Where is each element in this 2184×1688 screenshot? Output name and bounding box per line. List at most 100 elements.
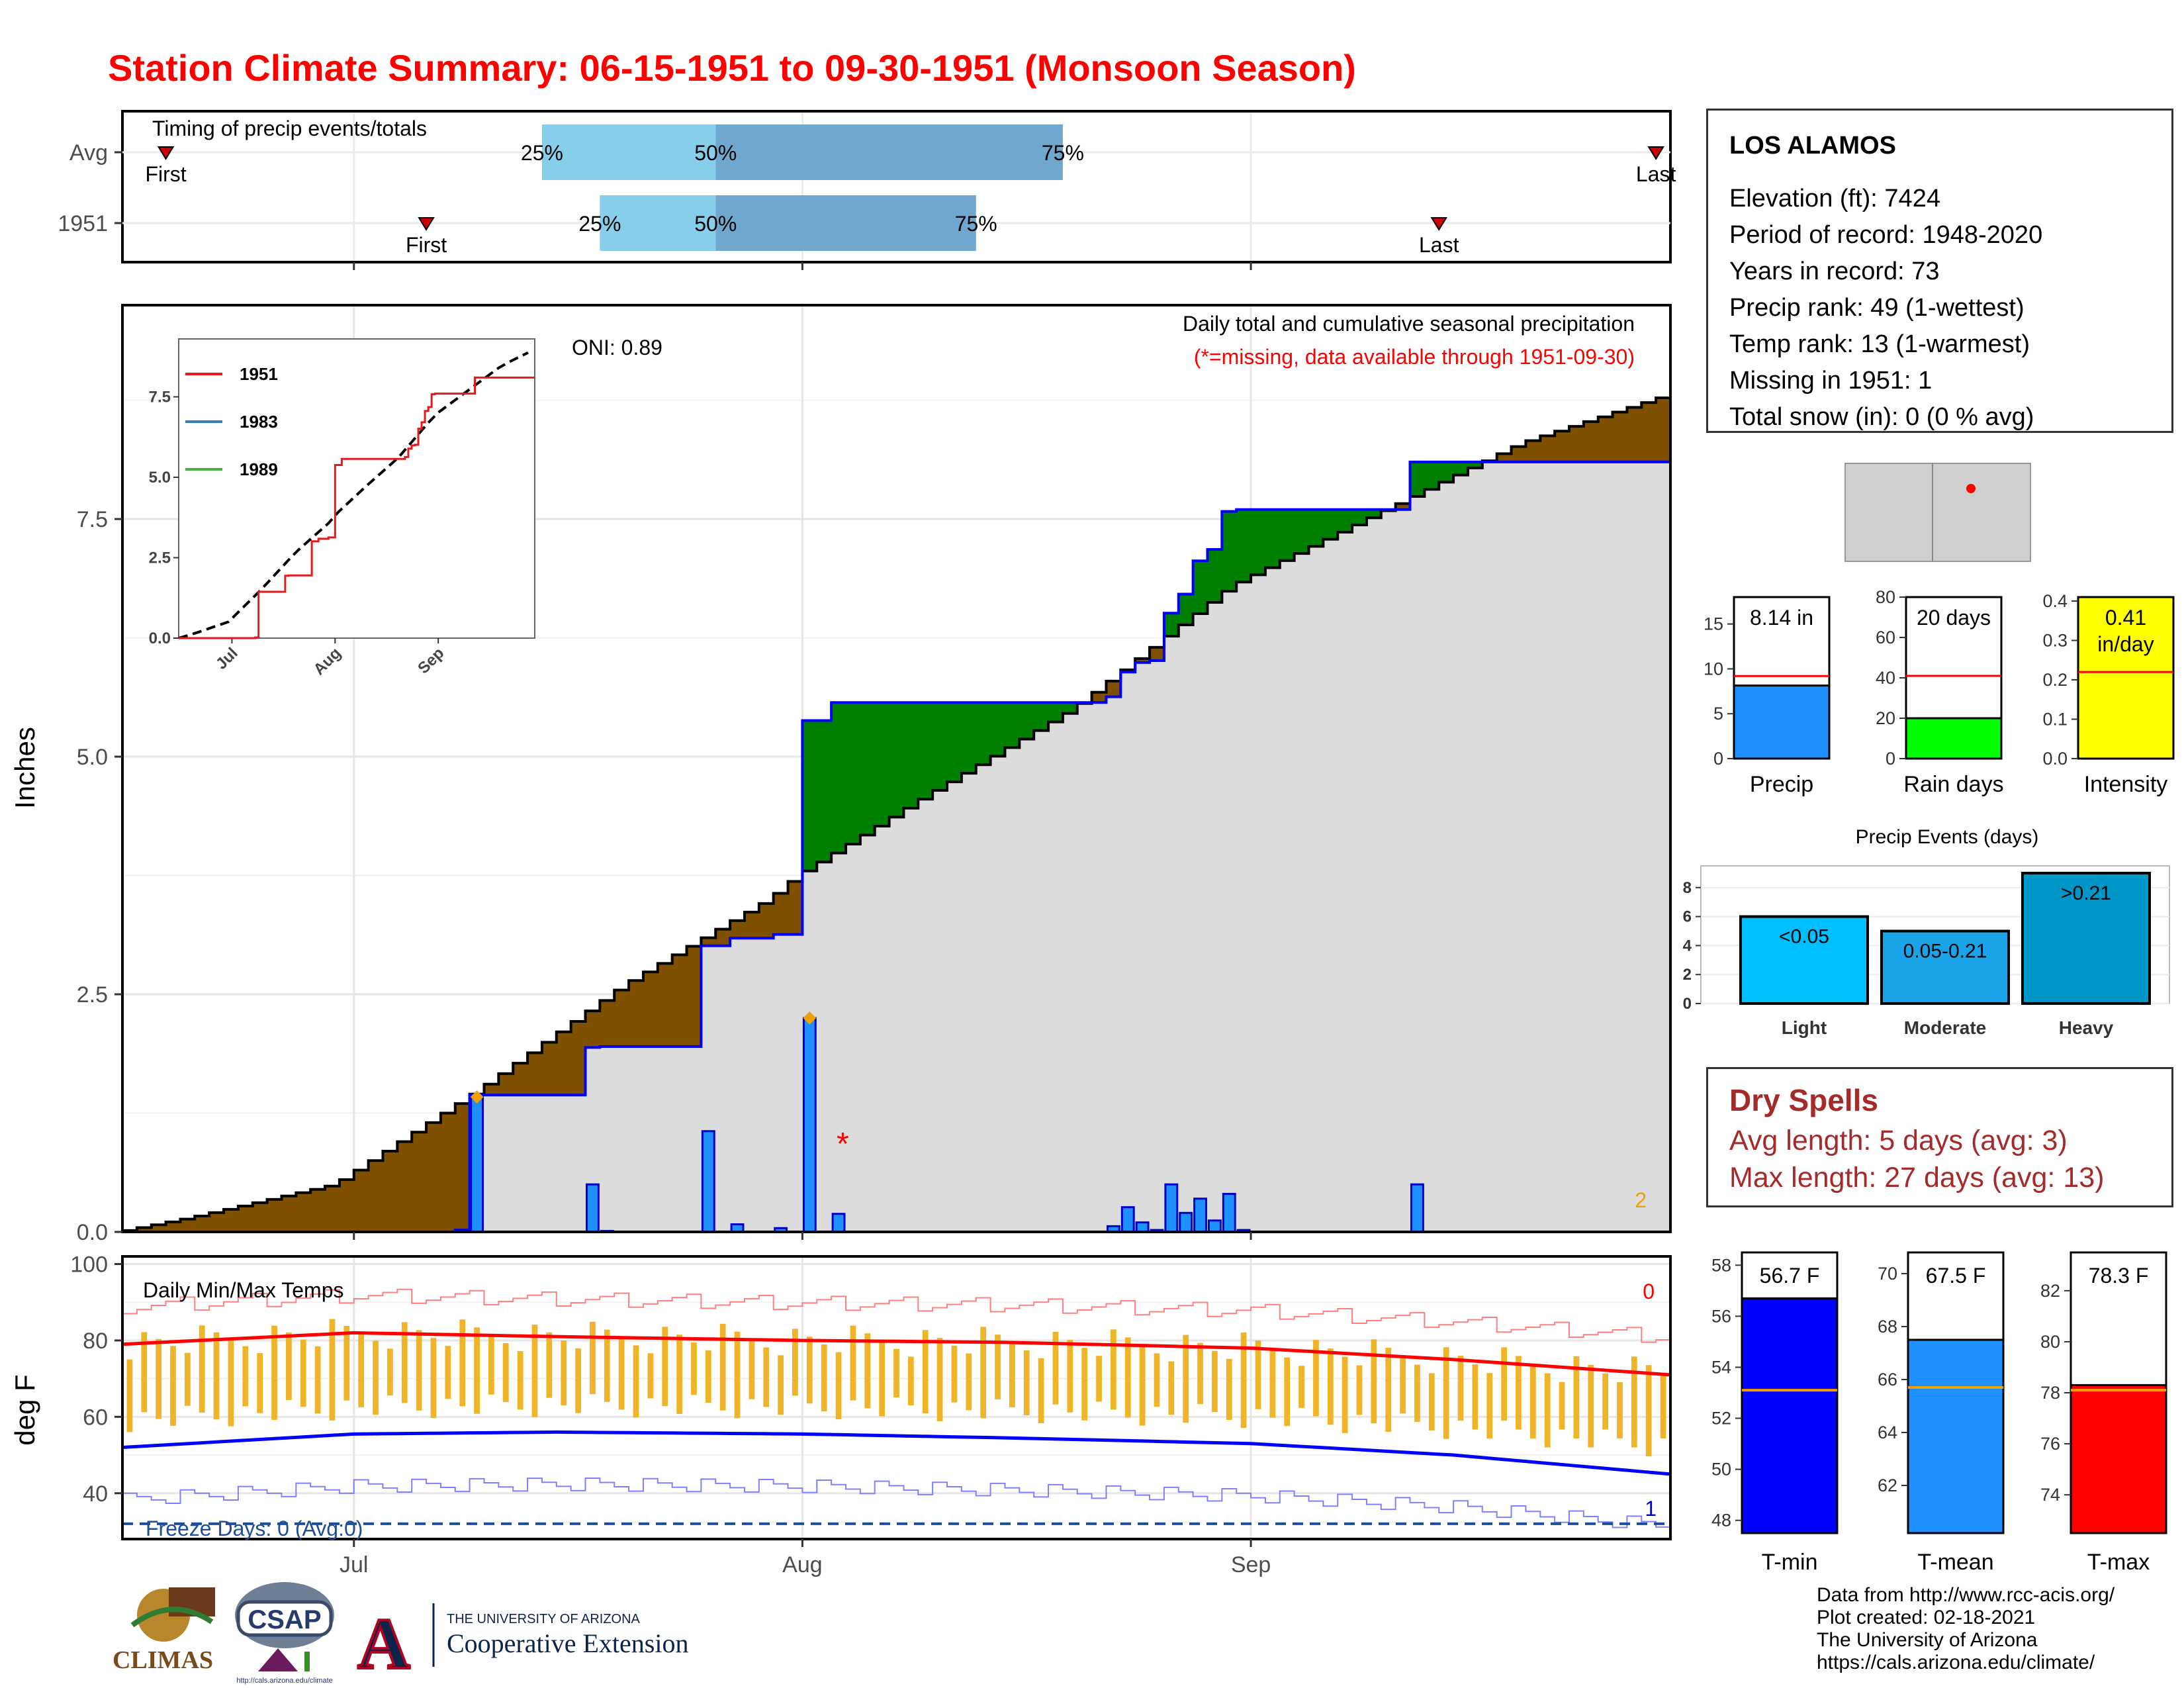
- precip-ytick-label: 5.0: [77, 745, 108, 770]
- summary-ytick-label: 0.0: [2042, 749, 2068, 769]
- timing-title: Timing of precip events/totals: [152, 117, 427, 140]
- cum-fill-day: [498, 1095, 514, 1232]
- precip-events-panel: Precip Events (days) 0 2 4 6 8 <0.05 Light 0.05…: [1683, 826, 2170, 1038]
- daily-temp-range-bar: [1443, 1347, 1449, 1439]
- daily-temp-range-bar: [936, 1338, 943, 1421]
- csap-url: http://cals.arizona.edu/climate: [236, 1677, 333, 1685]
- precip-events-title: Precip Events (days): [1856, 826, 2039, 848]
- cum-fill-day: [730, 938, 745, 1232]
- daily-temp-range-bar: [1154, 1353, 1160, 1407]
- timing-quantile-label: 50%: [694, 212, 737, 236]
- daily-temp-range-bar: [835, 1352, 842, 1420]
- credits-plot-date: Plot created: 02-18-2021: [1817, 1607, 2036, 1628]
- timing-row-label: 1951: [58, 211, 108, 236]
- dry-spells-title: Dry Spells: [1729, 1083, 1878, 1117]
- temp-summary-ytick-label: 50: [1711, 1460, 1731, 1479]
- daily-temp-range-bar: [329, 1319, 336, 1421]
- daily-temp-range-bar: [184, 1352, 191, 1406]
- precip-layer: [122, 397, 1671, 1233]
- temp-grid: [122, 1256, 1670, 1539]
- cum-fill-day: [1511, 461, 1527, 1232]
- below-avg-area: [383, 1150, 398, 1232]
- cum-fill-day: [1308, 546, 1324, 1233]
- cum-fill-day: [889, 817, 905, 1232]
- daily-temp-range-bar: [1428, 1373, 1435, 1430]
- summary-ytick-label: 40: [1876, 668, 1895, 688]
- cum-fill-day: [1150, 661, 1165, 1232]
- climas-logo: CLIMAS: [113, 1587, 215, 1674]
- inset-ytick-label: 7.5: [149, 388, 171, 406]
- above-avg-area: [903, 702, 919, 808]
- daily-temp-range-bar: [691, 1342, 697, 1395]
- daily-precip-bar: [1410, 1183, 1424, 1233]
- summary-ytick-label: 0.3: [2042, 630, 2068, 650]
- ua-line1: THE UNIVERSITY OF ARIZONA: [447, 1612, 641, 1626]
- daily-temp-range-bar: [893, 1348, 899, 1398]
- daily-temp-range-bar: [1356, 1365, 1363, 1415]
- temp-summary-ytick-label: 80: [2040, 1332, 2060, 1352]
- cum-fill-day: [773, 934, 789, 1232]
- cum-fill-day: [600, 1047, 615, 1232]
- cum-fill-day: [1236, 582, 1251, 1232]
- timing-last-label: Last: [1419, 233, 1459, 257]
- daily-temp-range-bar: [1342, 1356, 1348, 1434]
- summary-bar-intensity: [2077, 596, 2175, 760]
- above-avg-area: [947, 702, 962, 782]
- timing-quantile-label: 75%: [955, 212, 997, 236]
- daily-temp-range-bar: [1124, 1337, 1131, 1418]
- below-avg-area: [1135, 658, 1150, 663]
- cum-fill-day: [1583, 461, 1599, 1232]
- precip-annotation-missing: (*=missing, data available through 1951-…: [1194, 345, 1635, 369]
- precip-ylabel: Inches: [9, 727, 40, 809]
- credits-data-source: Data from http://www.rcc-acis.org/: [1817, 1584, 2115, 1606]
- daily-temp-range-bar: [1038, 1358, 1044, 1424]
- daily-temp-range-bar: [864, 1333, 871, 1409]
- oni-value: ONI: 0.89: [572, 336, 662, 359]
- timing-last-marker-icon: [1430, 217, 1448, 231]
- daily-temp-range-bar: [1096, 1356, 1102, 1402]
- daily-temp-range-bar: [314, 1346, 321, 1414]
- summary-ytick-label: 5: [1713, 704, 1723, 724]
- below-avg-area: [773, 893, 789, 935]
- events-bar-name: Moderate: [1904, 1017, 1986, 1038]
- temp-summary-bar-t-max: [2070, 1383, 2167, 1534]
- daily-temp-range-bar: [517, 1351, 523, 1410]
- daily-temp-range-bar: [1168, 1361, 1175, 1415]
- summary-value-label: 8.14 in: [1750, 606, 1813, 630]
- cum-fill-day: [1352, 525, 1367, 1232]
- inset-ytick-label: 5.0: [149, 469, 171, 487]
- summary-bar-rain-days: [1905, 717, 2003, 760]
- daily-precip-bar: [1193, 1197, 1207, 1233]
- daily-temp-range-bar: [170, 1346, 176, 1426]
- daily-temp-range-bar: [286, 1333, 292, 1400]
- daily-temp-range-bar: [1197, 1342, 1203, 1405]
- temp-summary-value-label: 67.5 F: [1926, 1264, 1986, 1288]
- dry-spells-max: Max length: 27 days (avg: 13): [1729, 1162, 2105, 1194]
- temp-ytick-label: 40: [83, 1481, 108, 1507]
- cum-fill-day: [831, 853, 846, 1232]
- daily-temp-range-bar: [1284, 1357, 1291, 1427]
- daily-temp-range-bar: [474, 1327, 480, 1414]
- daily-temp-range-bar: [749, 1339, 755, 1399]
- summary-value-label: 20 days: [1917, 606, 1991, 630]
- temp-frame: [121, 1255, 1672, 1540]
- cum-fill-day: [1005, 747, 1020, 1232]
- daily-temp-range-bar: [1529, 1364, 1536, 1439]
- daily-temp-range-bar: [358, 1333, 365, 1407]
- daily-temp-range-bar: [430, 1338, 437, 1419]
- daily-temp-range-bar: [1371, 1339, 1377, 1424]
- summary-ytick-label: 20: [1876, 708, 1895, 728]
- daily-temp-range-bar: [1009, 1342, 1015, 1407]
- below-avg-area: [440, 1113, 456, 1232]
- daily-temp-range-bar: [257, 1353, 263, 1413]
- daily-temp-range-bar: [778, 1355, 784, 1415]
- station-location-marker: [1966, 484, 1976, 493]
- daily-temp-range-bar: [763, 1347, 770, 1407]
- summary-ytick-label: 0.2: [2042, 670, 2068, 690]
- below-avg-area: [1612, 412, 1628, 462]
- cum-fill-day: [961, 773, 977, 1232]
- cum-fill-day: [1569, 461, 1584, 1232]
- daily-temp-range-bar: [1602, 1373, 1609, 1430]
